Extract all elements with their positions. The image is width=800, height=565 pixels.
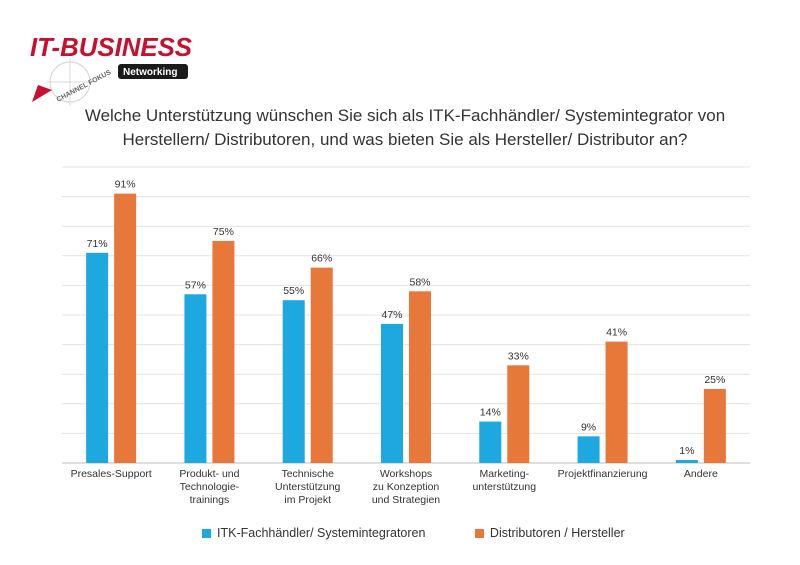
legend: ITK-Fachhändler/ Systemintegratoren Dist… (202, 526, 671, 541)
bar-itk (381, 323, 403, 463)
bar-itk (86, 252, 109, 463)
chart-title-line-1: Welche Unterstützung wünschen Sie sich a… (84, 106, 726, 125)
data-label: 66% (311, 253, 332, 265)
data-label: 55% (283, 285, 304, 297)
data-label: 41% (606, 327, 627, 339)
logo-subtitle: Networking (123, 67, 177, 78)
data-label: 9% (581, 421, 596, 433)
data-label: 14% (480, 407, 501, 419)
legend-item-itk: ITK-Fachhändler/ Systemintegratoren (202, 526, 425, 540)
speech-bubble-tail (32, 85, 52, 102)
data-label: 33% (508, 350, 529, 362)
bar-itk (577, 436, 600, 463)
it-business-logo: IT-BUSINESS Networking CHANNEL FOKUS (30, 32, 193, 106)
logo-subtitle-box (118, 64, 188, 79)
bar-distributoren (703, 389, 726, 463)
bar-distributoren (114, 193, 137, 463)
bar-distributoren (507, 365, 530, 463)
chart-title: Welche Unterstützung wünschen Sie sich a… (60, 104, 750, 152)
bar-distributoren (605, 341, 628, 463)
bar-itk (479, 421, 502, 463)
logo-wordmark: IT-BUSINESS (30, 32, 193, 62)
category-label: unterstützung (472, 481, 536, 493)
bar-distributoren (310, 267, 333, 463)
legend-item-distributoren: Distributoren / Hersteller (474, 526, 625, 540)
category-label: Technologie- (180, 481, 240, 493)
category-label: Projektfinanzierung (558, 468, 648, 480)
data-label: 25% (704, 374, 725, 386)
legend-label: Distributoren / Hersteller (489, 526, 625, 540)
bar-itk (184, 294, 207, 463)
legend-label: ITK-Fachhändler/ Systemintegratoren (217, 526, 426, 540)
category-label: Andere (684, 468, 718, 480)
chart-title-line-2: Herstellern/ Distributoren, und was biet… (122, 130, 688, 149)
category-label: Technische (281, 468, 334, 480)
bar-itk (282, 300, 305, 463)
category-label: im Projekt (284, 494, 331, 506)
bar-distributoren (212, 241, 235, 463)
data-label: 47% (381, 309, 402, 321)
legend-swatch-orange (474, 528, 484, 538)
data-label: 57% (185, 279, 206, 291)
bar-distributoren (409, 291, 431, 463)
data-label: 58% (409, 276, 430, 288)
category-label: zu Konzeption (373, 481, 440, 493)
category-label: trainings (190, 494, 230, 506)
data-label: 91% (115, 179, 136, 191)
category-label: Produkt- und (179, 468, 239, 480)
data-label: 1% (679, 445, 694, 457)
category-label: Unterstützung (275, 481, 341, 493)
category-label: Workshops (380, 468, 432, 480)
category-label: und Strategien (372, 494, 440, 506)
category-label: Presales-Support (71, 468, 152, 480)
data-label: 75% (213, 226, 234, 238)
data-label: 71% (87, 238, 108, 250)
category-label: Marketing- (479, 468, 529, 480)
bar-itk (675, 460, 698, 463)
legend-swatch-blue (202, 528, 211, 538)
